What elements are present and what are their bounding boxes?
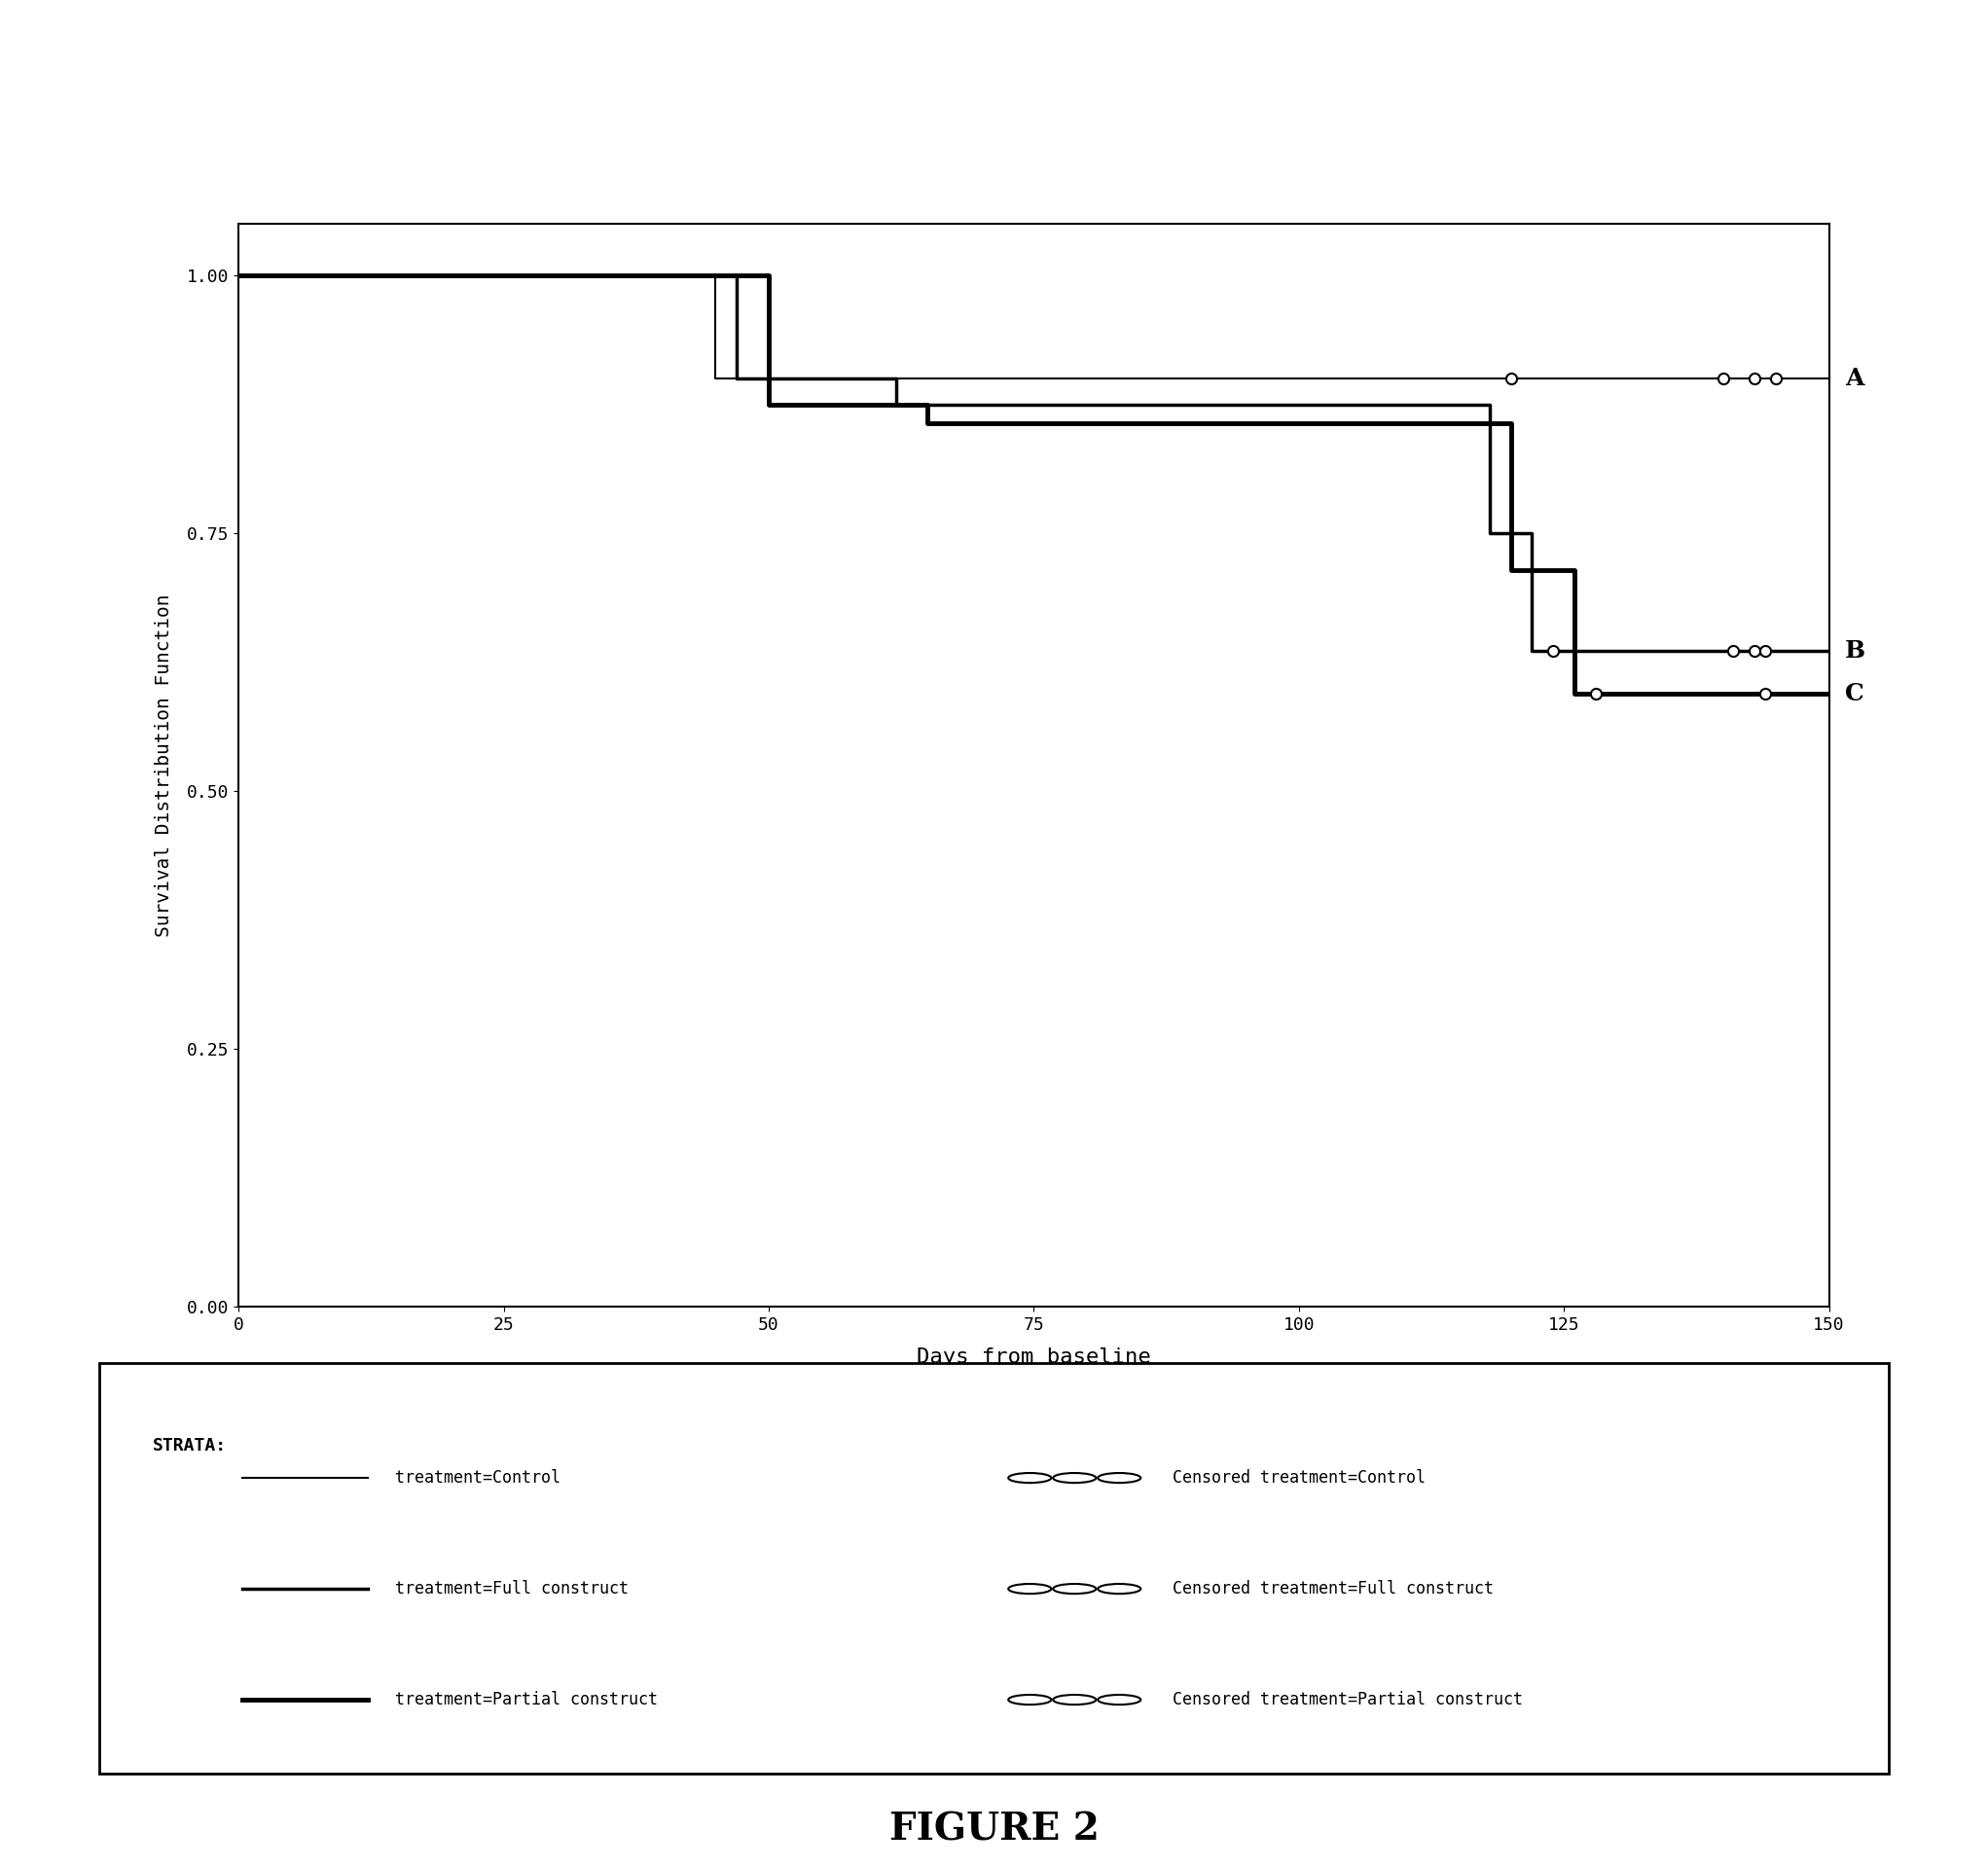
Circle shape — [1008, 1473, 1052, 1482]
X-axis label: Days from baseline: Days from baseline — [916, 1348, 1151, 1367]
Text: B: B — [1845, 639, 1865, 663]
Text: treatment=Control: treatment=Control — [396, 1469, 561, 1486]
Circle shape — [1054, 1583, 1095, 1594]
Text: Censored treatment=Full construct: Censored treatment=Full construct — [1173, 1579, 1495, 1598]
Circle shape — [1054, 1473, 1095, 1482]
Circle shape — [1054, 1695, 1095, 1705]
Text: Censored treatment=Control: Censored treatment=Control — [1173, 1469, 1425, 1486]
Text: FIGURE 2: FIGURE 2 — [889, 1811, 1099, 1848]
Circle shape — [1097, 1473, 1141, 1482]
Circle shape — [1097, 1583, 1141, 1594]
Text: treatment=Full construct: treatment=Full construct — [396, 1579, 628, 1598]
Text: Censored treatment=Partial construct: Censored treatment=Partial construct — [1173, 1692, 1523, 1708]
FancyBboxPatch shape — [99, 1363, 1889, 1774]
Y-axis label: Survival Distribution Function: Survival Distribution Function — [155, 594, 173, 937]
Circle shape — [1008, 1695, 1052, 1705]
Circle shape — [1097, 1695, 1141, 1705]
Text: C: C — [1845, 681, 1865, 706]
Text: A: A — [1845, 368, 1865, 390]
Text: STRATA:: STRATA: — [153, 1438, 227, 1454]
Circle shape — [1008, 1583, 1052, 1594]
Text: treatment=Partial construct: treatment=Partial construct — [396, 1692, 658, 1708]
